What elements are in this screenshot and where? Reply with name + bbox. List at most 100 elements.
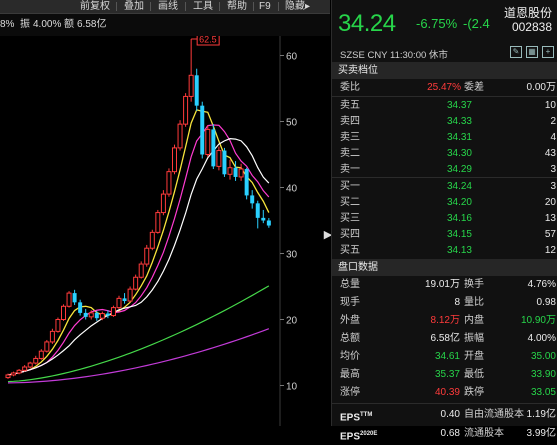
info-amp-value: 4.00% (33, 19, 62, 30)
bids-volume: 12 (544, 245, 556, 256)
add-icon[interactable]: + (542, 46, 554, 58)
edit-icon[interactable]: ✎ (510, 46, 522, 58)
bids-volume: 3 (550, 181, 556, 192)
stock-code: 002838 (511, 20, 552, 34)
candle (160, 190, 166, 216)
candle (216, 146, 222, 171)
stat-label: EPSTTM (340, 412, 373, 424)
weibi-label: 委比 (340, 82, 360, 93)
stat-label: 外盘 (340, 315, 360, 326)
stat-value: 35.37 (434, 369, 460, 380)
weibi-value: 25.47% (427, 82, 461, 93)
candle (55, 317, 61, 333)
bids-label: 买一 (340, 181, 360, 192)
asks-volume: 43 (544, 148, 556, 159)
market-status: 休市 (428, 50, 448, 61)
bids-volume: 57 (544, 229, 556, 240)
info-pct: 8% (0, 19, 15, 30)
y-tick-label: 10 (286, 382, 298, 393)
toolbar-hide[interactable]: 隐藏▸ (285, 1, 311, 12)
asks-price: 34.33 (446, 116, 472, 127)
bids-row[interactable]: 买五 34.13 12 (332, 243, 557, 259)
candle (122, 293, 127, 304)
toolbar-f9[interactable]: F9 (259, 1, 271, 12)
asks-label: 卖一 (340, 164, 360, 175)
candle (33, 355, 39, 365)
candle (144, 244, 150, 267)
asks-label: 卖四 (340, 116, 360, 127)
toolbar-tools[interactable]: 工具 (193, 1, 213, 12)
stat-row: 均价 34.61 开盘 35.00 (332, 349, 557, 365)
candle (205, 125, 211, 158)
bids-row[interactable]: 买二 34.20 20 (332, 195, 557, 211)
orderbook-header: 买卖档位 (332, 62, 557, 79)
stat-label: 跌停 (464, 387, 484, 398)
stat-value: 0.40 (440, 409, 460, 420)
toolbar-overlay[interactable]: 叠加 (124, 1, 144, 12)
candle (66, 291, 72, 308)
stat-row: 总额 6.58亿 振幅 4.00% (332, 331, 557, 347)
stat-value: 34.61 (434, 351, 460, 362)
candle (194, 68, 199, 111)
stat-row: 涨停 40.39 跌停 33.05 (332, 385, 557, 401)
exchange: SZSE (340, 50, 365, 61)
candle (72, 289, 77, 305)
stats-header: 盘口数据 (332, 259, 557, 276)
weibi-row: 委比 25.47% 委差 0.00万 (332, 80, 557, 96)
collapse-panel-handle[interactable]: ▶ (323, 229, 333, 241)
weicha-value: 0.00万 (526, 82, 556, 93)
stat-label: 振幅 (464, 333, 484, 344)
asks-row[interactable]: 卖三 34.31 4 (332, 130, 557, 146)
candle (166, 168, 172, 197)
last-price: 34.24 (338, 10, 396, 37)
asks-row[interactable]: 卖一 34.29 3 (332, 162, 557, 178)
bids-label: 买五 (340, 245, 360, 256)
bids-row[interactable]: 买三 34.16 13 (332, 211, 557, 227)
asks-row[interactable]: 卖二 34.30 43 (332, 146, 557, 162)
stat-label: 均价 (340, 351, 360, 362)
stat-label: 涨停 (340, 387, 360, 398)
candle (233, 161, 238, 181)
bids-label: 买三 (340, 213, 360, 224)
candle (172, 144, 177, 175)
candle (105, 310, 110, 319)
candle (99, 311, 105, 321)
candle (94, 310, 99, 321)
quote-time: 11:30:00 (389, 50, 427, 61)
candlestick-chart[interactable]: 60 50 40 30 20 10 62.5 (0, 36, 322, 426)
asks-volume: 2 (550, 116, 556, 127)
stat-value: 1.19亿 (526, 409, 556, 420)
kline-info-row: 8% 振 4.00% 额 6.58亿 (0, 14, 330, 36)
grid-icon[interactable]: ▦ (526, 46, 538, 58)
candle (227, 159, 233, 180)
change-percent: -6.75% (416, 16, 458, 31)
stat-value: 3.99亿 (526, 428, 556, 439)
info-amp-label: 振 (20, 19, 30, 30)
stat-value: 8.12万 (430, 315, 460, 326)
bids-row[interactable]: 买四 34.15 57 (332, 227, 557, 243)
asks-row[interactable]: 卖四 34.33 2 (332, 114, 557, 130)
bids-price: 34.16 (446, 213, 472, 224)
candle (38, 349, 44, 360)
stat-row: 现手 8 量比 0.98 (332, 295, 557, 311)
ma-line-long (7, 138, 270, 376)
candle (16, 369, 22, 375)
toolbar-fuquan[interactable]: 前复权 (80, 1, 110, 12)
asks-row[interactable]: 卖五 34.37 10 (332, 98, 557, 114)
ma-line-short (7, 109, 270, 376)
bids-price: 34.15 (446, 229, 472, 240)
ma-line-120 (7, 328, 270, 384)
y-tick-label: 60 (286, 52, 298, 63)
stat-value: 33.90 (530, 369, 556, 380)
info-amt-value: 6.58亿 (77, 19, 107, 30)
toolbar-draw[interactable]: 画线 (158, 1, 178, 12)
high-price-label: 62.5 (199, 36, 217, 45)
bids-row[interactable]: 买一 34.24 3 (332, 179, 557, 195)
ma-line-60 (7, 285, 270, 383)
candle (22, 365, 28, 372)
stat-value: 10.90万 (520, 315, 556, 326)
stat-label: 开盘 (464, 351, 484, 362)
candle (44, 339, 50, 353)
candle (110, 305, 116, 317)
toolbar-help[interactable]: 帮助 (227, 1, 247, 12)
